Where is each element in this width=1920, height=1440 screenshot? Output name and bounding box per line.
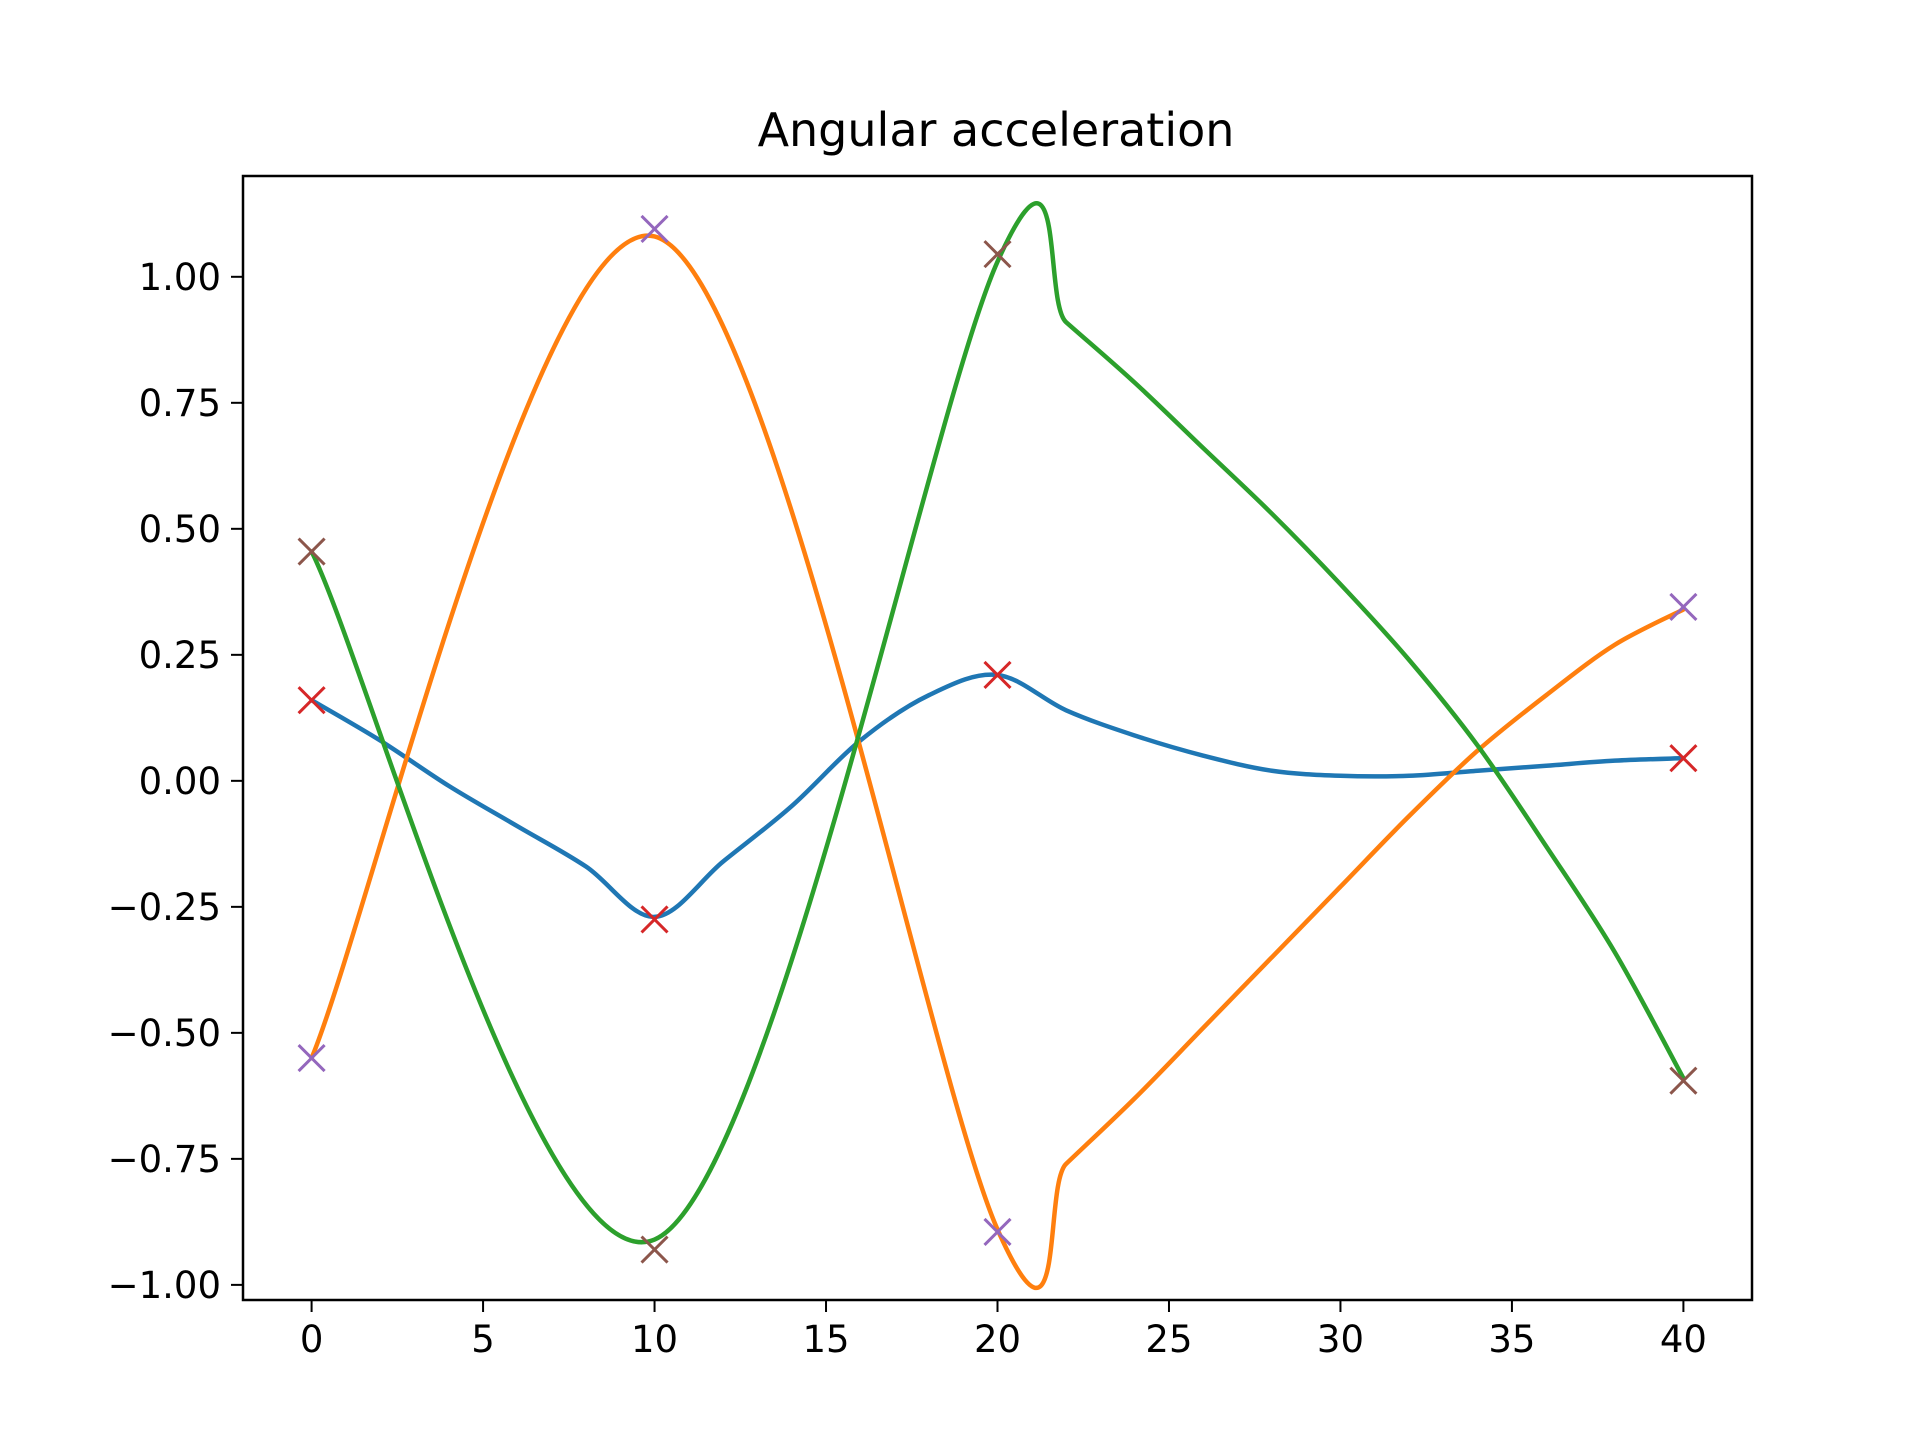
marker-x-2 — [1669, 592, 1698, 622]
marker-x-1 — [1669, 744, 1698, 773]
x-tick-label: 5 — [471, 1318, 495, 1361]
y-tick-label: −1.00 — [108, 1264, 221, 1307]
x-tick-label: 15 — [802, 1318, 849, 1361]
y-tick-label: 1.00 — [139, 256, 221, 299]
chart-title: Angular acceleration — [758, 103, 1235, 157]
y-tick-label: −0.50 — [108, 1012, 221, 1055]
y-tick-label: 0.50 — [139, 508, 221, 551]
marker-x-2 — [983, 1217, 1012, 1247]
x-axis: 0 5 10 15 20 25 30 35 40 — [300, 1300, 1707, 1361]
marker-x-1 — [640, 905, 669, 934]
series-line-2 — [309, 233, 1686, 1291]
y-tick-label: 0.00 — [139, 760, 221, 803]
marker-x-3 — [1669, 1066, 1698, 1095]
x-tick-label: 30 — [1317, 1318, 1364, 1361]
x-tick-label: 10 — [631, 1318, 678, 1361]
x-tick-label: 0 — [300, 1318, 324, 1361]
series-line-1 — [309, 672, 1686, 920]
marker-x-1 — [983, 660, 1012, 690]
marker-x-3 — [297, 537, 326, 566]
y-axis: −1.00 −0.75 −0.50 −0.25 0.00 0.25 0.50 0.75 1.00 — [108, 256, 243, 1307]
x-tick-label: 40 — [1660, 1318, 1707, 1361]
plot-area — [297, 201, 1698, 1291]
x-tick-label: 35 — [1488, 1318, 1535, 1361]
y-tick-label: 0.75 — [139, 382, 221, 425]
axes-frame — [241, 174, 1754, 1302]
marker-x-3 — [640, 1235, 669, 1264]
marker-x-3 — [983, 240, 1012, 269]
y-tick-label: −0.25 — [108, 886, 221, 929]
marker-x-2 — [640, 214, 669, 243]
x-tick-label: 25 — [1145, 1318, 1192, 1361]
marker-x-2 — [297, 1044, 326, 1073]
x-tick-label: 20 — [974, 1318, 1021, 1361]
marker-x-1 — [297, 686, 326, 715]
y-tick-label: 0.25 — [139, 634, 221, 677]
series-line-3 — [309, 201, 1686, 1245]
y-tick-label: −0.75 — [108, 1138, 221, 1181]
